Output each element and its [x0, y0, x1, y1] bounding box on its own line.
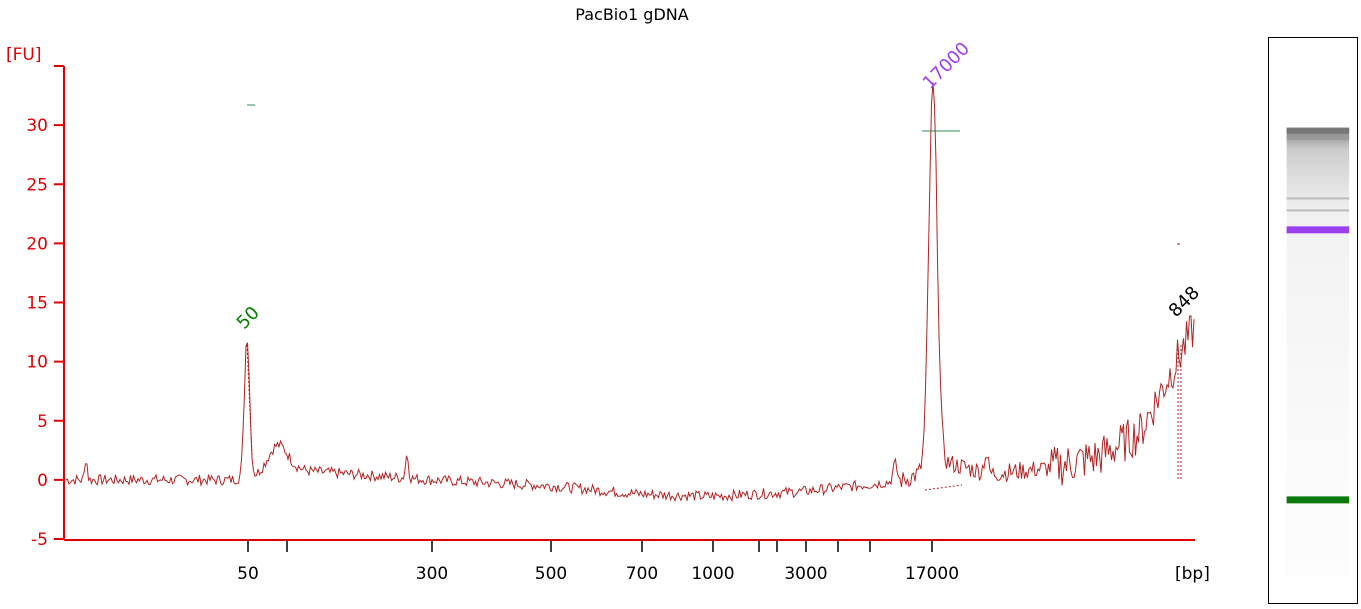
gel-band-lower-marker: [1286, 496, 1350, 504]
electropherogram-chart: PacBio1 gDNA [FU] [bp] -5 0 5 10 15 20 25 30 50…: [6, 5, 1210, 584]
y-axis-unit: [FU]: [6, 45, 42, 65]
y-tick-label: 15: [26, 294, 48, 314]
x-tick-label: 500: [535, 564, 567, 584]
x-tick-label: 300: [416, 564, 448, 584]
trace-line: [65, 82, 1195, 503]
peak-label-17000: 17000: [919, 38, 974, 93]
y-ticks: -5 0 5 10 15 20 25 30: [26, 65, 64, 550]
chart-title: PacBio1 gDNA: [575, 5, 688, 24]
gel-band-upper-marker: [1286, 226, 1350, 234]
peak-label-50: 50: [233, 302, 264, 333]
x-tick-label: 17000: [905, 564, 959, 584]
y-tick-label: 25: [26, 175, 48, 195]
peak-labels: 50 17000 848: [233, 38, 1204, 333]
x-tick-label: 50: [237, 564, 259, 584]
x-axis-unit: [bp]: [1175, 564, 1210, 584]
y-tick-label: 0: [37, 471, 48, 491]
y-tick-label: -5: [31, 530, 48, 550]
peak-markers: [246, 104, 1182, 491]
x-tick-label: 700: [626, 564, 658, 584]
y-tick-label: 10: [26, 353, 48, 373]
x-tick-label: 3000: [784, 564, 827, 584]
peak-label-848: 848: [1165, 282, 1204, 321]
x-tick-label: 1000: [691, 564, 734, 584]
y-tick-label: 20: [26, 234, 48, 254]
y-tick-label: 5: [37, 412, 48, 432]
x-ticks: 50 300 500 700 1000 3000 17000: [237, 540, 959, 584]
y-tick-label: 30: [26, 116, 48, 136]
gel-lane-image: [1268, 37, 1358, 604]
